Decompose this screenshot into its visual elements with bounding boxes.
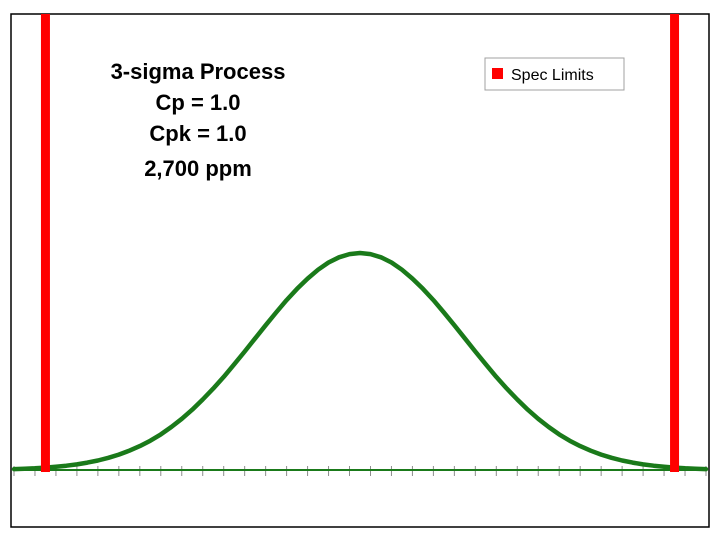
annotation-line-process: 3-sigma Process	[111, 59, 286, 84]
annotation-line-cpk: Cpk = 1.0	[149, 121, 246, 146]
legend-swatch-spec-limits	[492, 68, 503, 79]
annotation-line-cp: Cp = 1.0	[156, 90, 241, 115]
annotation-line-ppm: 2,700 ppm	[144, 156, 252, 181]
distribution-curve	[11, 250, 709, 472]
legend-box	[484, 57, 625, 91]
legend: Spec Limits	[484, 57, 625, 91]
legend-label-spec-limits: Spec Limits	[511, 67, 594, 84]
spec-limit-lines	[40, 14, 680, 472]
plot-frame	[10, 13, 710, 528]
